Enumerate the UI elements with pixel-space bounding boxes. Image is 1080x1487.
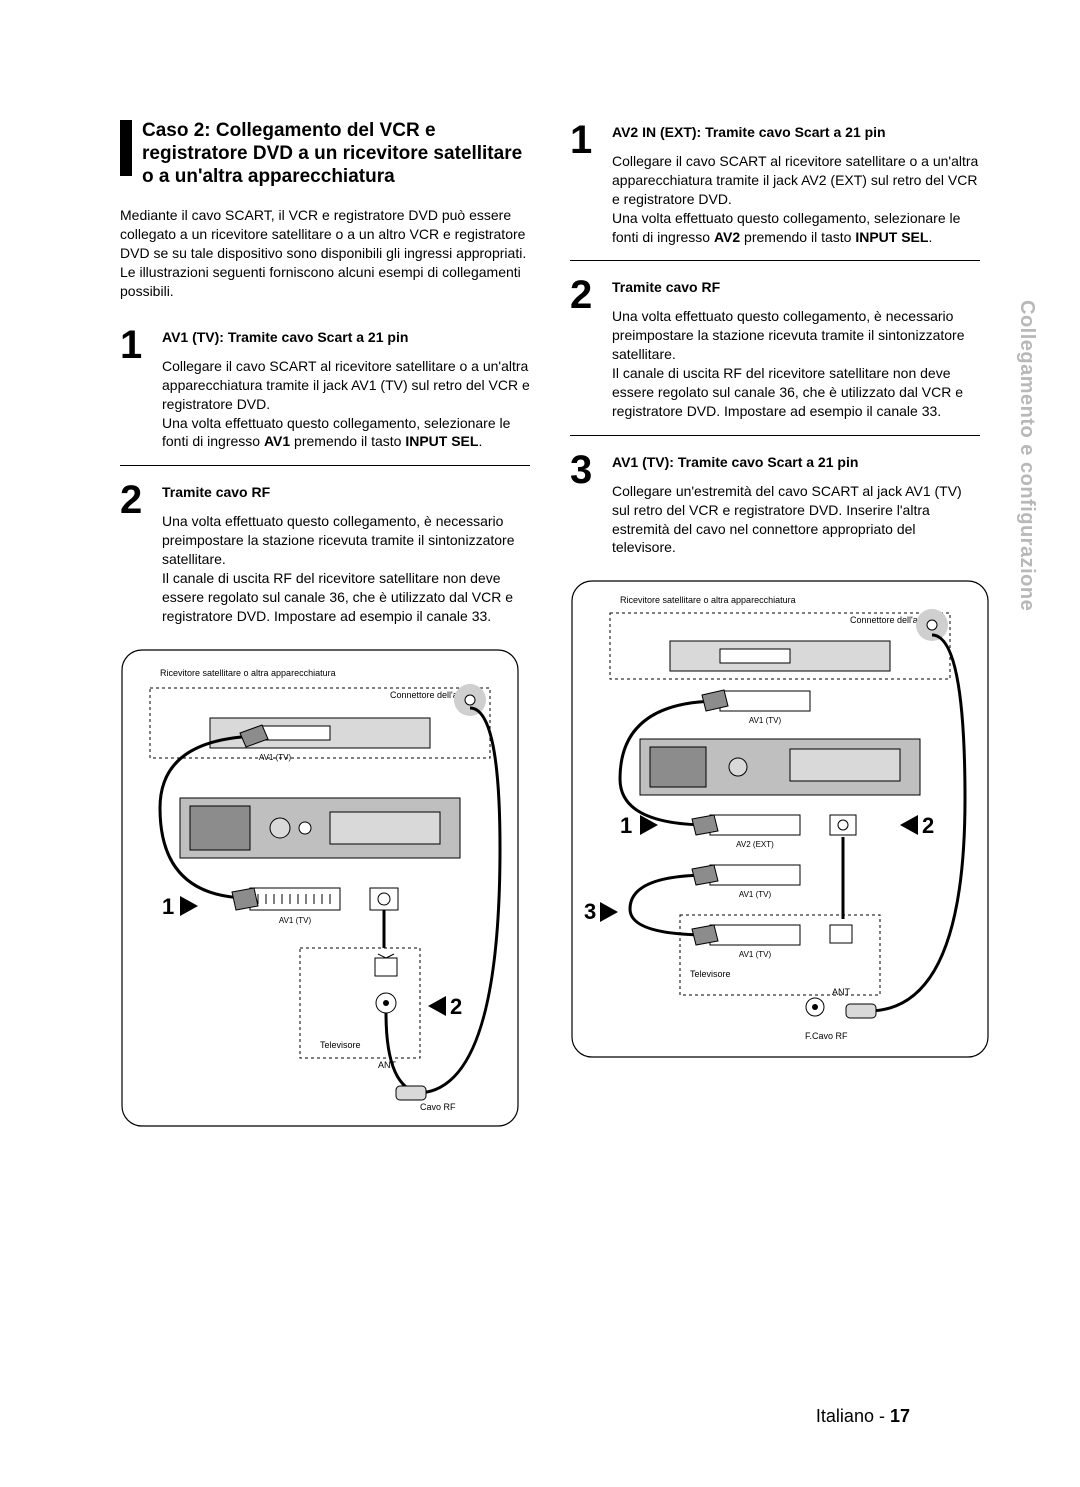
label-frf: F.Cavo RF <box>805 1031 848 1041</box>
step-text: Collegare un'estremità del cavo SCART al… <box>612 482 980 558</box>
label-av1tv-r3: AV1 (TV) <box>739 950 772 959</box>
label-av1tv-top: AV1 (TV) <box>259 753 292 762</box>
connection-diagram-1: Ricevitore satellitare o altra apparecch… <box>120 648 530 1128</box>
label-sat2: Ricevitore satellitare o altra apparecch… <box>620 595 796 605</box>
right-step-2: 2 Tramite cavo RF Una volta effettuato q… <box>570 275 980 420</box>
label-tv2: Televisore <box>690 969 731 979</box>
case-header: Caso 2: Collegamento del VCR e registrat… <box>120 120 530 188</box>
label-sat: Ricevitore satellitare o altra apparecch… <box>160 668 336 678</box>
left-column: Caso 2: Collegamento del VCR e registrat… <box>120 120 530 1128</box>
step-number: 1 <box>570 120 598 160</box>
section-sidebar-label: Collegamento e configurazione <box>1015 300 1038 611</box>
label-av1tv-mid: AV1 (TV) <box>279 916 312 925</box>
divider <box>570 435 980 436</box>
marker-d2-3: 3 <box>584 899 596 924</box>
step-number: 2 <box>570 275 598 315</box>
right-step-3: 3 AV1 (TV): Tramite cavo Scart a 21 pin … <box>570 450 980 558</box>
label-rf: Cavo RF <box>420 1102 456 1112</box>
footer-language: Italiano <box>816 1406 874 1426</box>
footer-page-number: 17 <box>890 1406 910 1426</box>
step-number: 1 <box>120 325 148 365</box>
step-title: AV2 IN (EXT): Tramite cavo Scart a 21 pi… <box>612 124 980 140</box>
left-step-1: 1 AV1 (TV): Tramite cavo Scart a 21 pin … <box>120 325 530 451</box>
label-av2ext: AV2 (EXT) <box>736 840 774 849</box>
footer-sep: - <box>874 1406 890 1426</box>
step-text: Collegare il cavo SCART al ricevitore sa… <box>612 152 980 246</box>
marker-1: 1 <box>162 894 174 919</box>
marker-d2-1: 1 <box>620 813 632 838</box>
step-title: AV1 (TV): Tramite cavo Scart a 21 pin <box>162 329 530 345</box>
page-footer: Italiano - 17 <box>816 1406 910 1427</box>
case-header-bar <box>120 120 132 176</box>
right-column: 1 AV2 IN (EXT): Tramite cavo Scart a 21 … <box>570 120 980 1128</box>
intro-text: Mediante il cavo SCART, il VCR e registr… <box>120 206 530 300</box>
label-av1tv-r1: AV1 (TV) <box>749 716 782 725</box>
case-title: Caso 2: Collegamento del VCR e registrat… <box>142 120 530 188</box>
step-title: Tramite cavo RF <box>162 484 530 500</box>
step-title: Tramite cavo RF <box>612 279 980 295</box>
step-number: 3 <box>570 450 598 490</box>
marker-2: 2 <box>450 994 462 1019</box>
marker-d2-2: 2 <box>922 813 934 838</box>
step-text: Una volta effettuato questo collegamento… <box>162 512 530 625</box>
label-av1tv-r2: AV1 (TV) <box>739 890 772 899</box>
label-tv: Televisore <box>320 1040 361 1050</box>
divider <box>570 260 980 261</box>
divider <box>120 465 530 466</box>
step-number: 2 <box>120 480 148 520</box>
right-step-1: 1 AV2 IN (EXT): Tramite cavo Scart a 21 … <box>570 120 980 246</box>
step-text: Collegare il cavo SCART al ricevitore sa… <box>162 357 530 451</box>
connection-diagram-2: Ricevitore satellitare o altra apparecch… <box>570 579 980 1059</box>
label-ant2: ANT <box>832 987 851 997</box>
left-step-2: 2 Tramite cavo RF Una volta effettuato q… <box>120 480 530 625</box>
step-text: Una volta effettuato questo collegamento… <box>612 307 980 420</box>
step-title: AV1 (TV): Tramite cavo Scart a 21 pin <box>612 454 980 470</box>
